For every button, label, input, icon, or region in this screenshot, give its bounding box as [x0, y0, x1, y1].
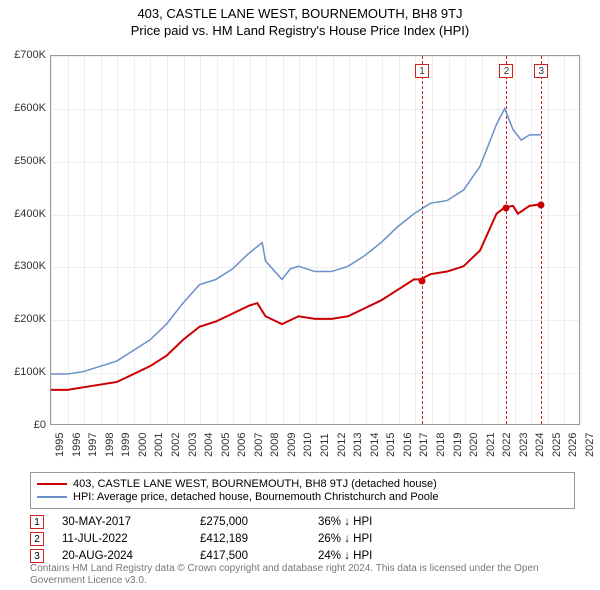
y-tick-label: £600K — [14, 102, 46, 114]
x-tick-label: 2006 — [236, 433, 248, 457]
marker-point — [419, 277, 426, 284]
table-row: 2 11-JUL-2022 £412,189 26% ↓ HPI — [30, 532, 575, 546]
x-axis-labels: 1995 1996 1997 1998 1999 2000 2001 2002 2003 2004… — [50, 427, 580, 467]
cell-date: 11-JUL-2022 — [62, 533, 182, 545]
table-row: 1 30-MAY-2017 £275,000 36% ↓ HPI — [30, 515, 575, 529]
x-tick-label: 2013 — [352, 433, 364, 457]
y-tick-label: £500K — [14, 155, 46, 167]
x-tick-label: 2026 — [567, 433, 579, 457]
x-tick-label: 2008 — [269, 433, 281, 457]
footer-text: Contains HM Land Registry data © Crown c… — [30, 563, 575, 587]
y-tick-label: £300K — [14, 260, 46, 272]
chart-subtitle: Price paid vs. HM Land Registry's House … — [0, 23, 600, 38]
x-tick-label: 2020 — [468, 433, 480, 457]
row-number-box: 2 — [30, 532, 44, 546]
cell-diff: 26% ↓ HPI — [318, 533, 438, 545]
cell-date: 30-MAY-2017 — [62, 516, 182, 528]
x-tick-label: 2015 — [385, 433, 397, 457]
x-tick-label: 2001 — [153, 433, 165, 457]
chart-container: 403, CASTLE LANE WEST, BOURNEMOUTH, BH8 … — [0, 0, 600, 590]
x-tick-label: 2000 — [137, 433, 149, 457]
x-tick-label: 2019 — [452, 433, 464, 457]
marker-point — [538, 202, 545, 209]
x-tick-label: 2003 — [187, 433, 199, 457]
cell-price: £275,000 — [200, 516, 300, 528]
x-tick-label: 2017 — [418, 433, 430, 457]
x-tick-label: 2023 — [518, 433, 530, 457]
x-tick-label: 2018 — [435, 433, 447, 457]
legend-label: 403, CASTLE LANE WEST, BOURNEMOUTH, BH8 … — [73, 478, 437, 490]
legend-row: 403, CASTLE LANE WEST, BOURNEMOUTH, BH8 … — [37, 478, 568, 490]
x-tick-label: 1999 — [120, 433, 132, 457]
legend-row: HPI: Average price, detached house, Bour… — [37, 491, 568, 503]
y-tick-label: £700K — [14, 49, 46, 61]
x-tick-label: 2002 — [170, 433, 182, 457]
y-tick-label: £400K — [14, 208, 46, 220]
x-tick-label: 2009 — [286, 433, 298, 457]
legend-swatch — [37, 496, 67, 498]
x-tick-label: 2007 — [253, 433, 265, 457]
y-tick-label: £100K — [14, 366, 46, 378]
cell-date: 20-AUG-2024 — [62, 550, 182, 562]
x-tick-label: 1995 — [54, 433, 66, 457]
transaction-table: 1 30-MAY-2017 £275,000 36% ↓ HPI 2 11-JUL-202… — [30, 512, 575, 566]
y-tick-label: £200K — [14, 313, 46, 325]
cell-price: £417,500 — [200, 550, 300, 562]
chart-plot-area: 123 — [50, 55, 580, 425]
x-tick-label: 2005 — [220, 433, 232, 457]
x-tick-label: 2014 — [369, 433, 381, 457]
x-tick-label: 1998 — [104, 433, 116, 457]
x-tick-label: 2016 — [402, 433, 414, 457]
marker-point — [503, 205, 510, 212]
gridline-v — [581, 56, 582, 424]
series-hpi — [51, 109, 541, 374]
cell-diff: 24% ↓ HPI — [318, 550, 438, 562]
x-tick-label: 1997 — [87, 433, 99, 457]
cell-price: £412,189 — [200, 533, 300, 545]
x-tick-label: 2012 — [336, 433, 348, 457]
y-axis-labels: £0£100K£200K£300K£400K£500K£600K£700K — [0, 55, 48, 425]
cell-diff: 36% ↓ HPI — [318, 516, 438, 528]
row-number-box: 1 — [30, 515, 44, 529]
row-number-box: 3 — [30, 549, 44, 563]
series-property — [51, 205, 539, 390]
x-tick-label: 2021 — [485, 433, 497, 457]
table-row: 3 20-AUG-2024 £417,500 24% ↓ HPI — [30, 549, 575, 563]
legend-label: HPI: Average price, detached house, Bour… — [73, 491, 438, 503]
x-tick-label: 2025 — [551, 433, 563, 457]
x-tick-label: 2010 — [302, 433, 314, 457]
x-tick-label: 2011 — [319, 433, 331, 457]
x-tick-label: 2024 — [534, 433, 546, 457]
x-tick-label: 2022 — [501, 433, 513, 457]
chart-svg — [51, 56, 579, 424]
x-tick-label: 2027 — [584, 433, 596, 457]
title-block: 403, CASTLE LANE WEST, BOURNEMOUTH, BH8 … — [0, 0, 600, 40]
x-tick-label: 2004 — [203, 433, 215, 457]
chart-title-address: 403, CASTLE LANE WEST, BOURNEMOUTH, BH8 … — [0, 6, 600, 21]
legend-box: 403, CASTLE LANE WEST, BOURNEMOUTH, BH8 … — [30, 472, 575, 509]
x-tick-label: 1996 — [71, 433, 83, 457]
legend-swatch — [37, 483, 67, 485]
y-tick-label: £0 — [34, 419, 46, 431]
